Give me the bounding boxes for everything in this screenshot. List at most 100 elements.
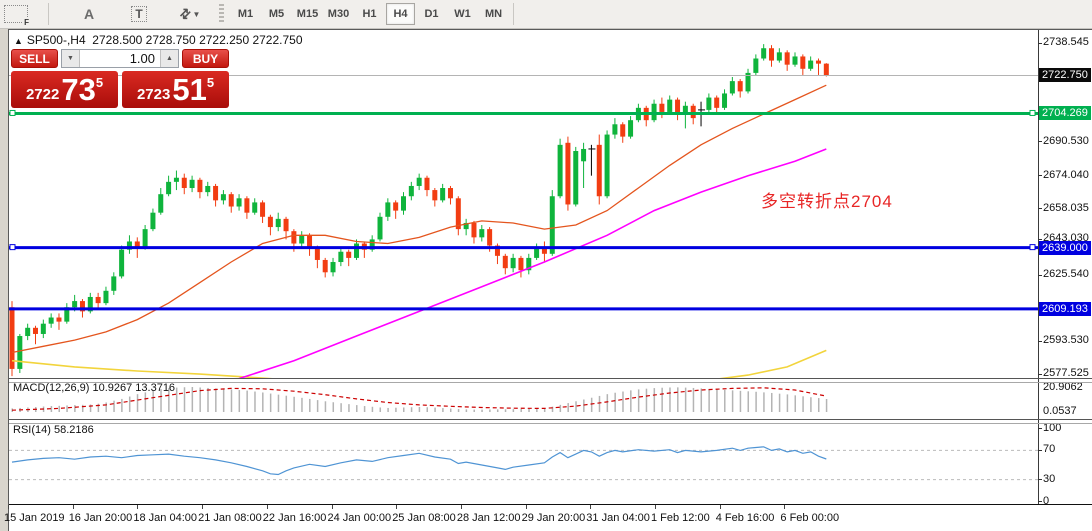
- volume-increase-button[interactable]: ▲: [160, 50, 178, 67]
- chart-annotation-text: 多空转折点2704: [761, 192, 893, 211]
- timeframe-button-row: M1 M5 M15 M30 H1 H4 D1 W1 MN: [230, 3, 509, 25]
- sell-price-big: 73: [61, 72, 96, 107]
- price-badge: 2722.750: [1039, 68, 1091, 83]
- timeframe-button-h4[interactable]: H4: [386, 3, 415, 25]
- volume-input[interactable]: 1.00: [129, 51, 155, 66]
- sell-price-prefix: 2722: [25, 86, 60, 103]
- time-axis-label: 16 Jan 20:00: [68, 512, 133, 524]
- time-axis-border: [9, 504, 1092, 505]
- buy-price-big: 51: [172, 72, 207, 107]
- rsi-level-label: 0: [1043, 494, 1050, 507]
- arrow-label-tool-icon[interactable]: A: [75, 3, 103, 25]
- time-tick: [8, 505, 9, 509]
- buy-button[interactable]: BUY: [182, 49, 229, 68]
- sell-price-box[interactable]: 2722 73 5: [11, 71, 118, 108]
- timeframe-button-h1[interactable]: H1: [362, 8, 377, 20]
- time-axis-label: 25 Jan 08:00: [392, 512, 456, 524]
- time-axis-label: 4 Feb 16:00: [715, 512, 775, 524]
- timeframe-button-m5[interactable]: M5: [268, 8, 285, 20]
- time-axis-label: 24 Jan 00:00: [327, 512, 392, 524]
- chart-plot-area[interactable]: [9, 30, 1092, 504]
- timeframe-button-m15[interactable]: M15: [296, 8, 319, 20]
- time-tick: [590, 505, 592, 509]
- price-badge: 2639.000: [1039, 240, 1091, 255]
- time-tick: [525, 505, 527, 509]
- price-tick-label: 2625.540: [1043, 268, 1089, 281]
- rsi-panel-divider-inner: [9, 423, 1092, 424]
- toolbar: F A T ⇄ ▼ M1 M5 M15 M30 H1 H4 D1 W1 MN: [0, 0, 1092, 29]
- collapse-triangle-icon[interactable]: ▲: [14, 36, 23, 46]
- timeframe-button-w1[interactable]: W1: [454, 8, 471, 20]
- timeframe-button-d1[interactable]: D1: [424, 8, 439, 20]
- toolbar-separator: [513, 3, 514, 25]
- price-tick: [1038, 274, 1042, 276]
- rsi-tick: [1038, 479, 1042, 481]
- time-axis-label: 18 Jan 04:00: [133, 512, 198, 524]
- macd-scale-max: 20.9062: [1043, 381, 1083, 394]
- arrow-styles-icon[interactable]: ⇄ ▼: [171, 3, 209, 25]
- time-tick: [202, 505, 204, 509]
- price-tick: [1038, 42, 1042, 44]
- buy-price-sup: 5: [206, 75, 215, 90]
- price-tick: [1038, 175, 1042, 177]
- macd-label: MACD(12,26,9) 10.9267 13.3716: [13, 382, 176, 394]
- volume-decrease-button[interactable]: ▼: [62, 50, 80, 67]
- time-axis-label: 29 Jan 20:00: [521, 512, 586, 524]
- price-tick: [1038, 238, 1042, 240]
- volume-spinner: ▼ 1.00 ▲: [61, 49, 179, 68]
- one-click-trading-panel: SELL ▼ 1.00 ▲ BUY 2722 73 5 2723 51 5: [11, 49, 229, 108]
- price-tick: [1038, 373, 1042, 375]
- price-tick-label: 2690.530: [1043, 134, 1089, 147]
- timeframe-button-m1[interactable]: M1: [237, 8, 254, 20]
- time-tick: [655, 505, 656, 509]
- ohlc-readout: 2728.500 2728.750 2722.250 2722.750: [92, 33, 303, 47]
- spin-down-icon: ▼: [67, 55, 74, 62]
- macd-panel-divider[interactable]: [9, 378, 1092, 379]
- a-tool-label: A: [83, 6, 95, 22]
- time-tick: [460, 505, 462, 509]
- price-axis-border: [1038, 30, 1039, 504]
- timeframe-button-m30[interactable]: M30: [327, 8, 350, 20]
- chart-header: ▲ SP500-,H4 2728.500 2728.750 2722.250 27…: [14, 33, 303, 47]
- price-badge: 2609.193: [1039, 301, 1091, 316]
- rsi-tick: [1038, 501, 1042, 502]
- time-tick: [266, 505, 268, 509]
- price-tick-label: 2738.545: [1043, 36, 1089, 48]
- time-tick: [784, 505, 786, 509]
- time-axis-label: 31 Jan 04:00: [586, 512, 650, 524]
- toolbar-separator: [48, 3, 49, 25]
- sell-price-sup: 5: [95, 75, 104, 90]
- time-axis-label: 1 Feb 12:00: [651, 512, 710, 524]
- time-axis-label: 21 Jan 08:00: [198, 512, 262, 524]
- rsi-panel-divider[interactable]: [9, 419, 1092, 420]
- rsi-tick: [1038, 428, 1042, 429]
- buy-price-prefix: 2723: [136, 86, 171, 103]
- text-tool-icon[interactable]: T: [125, 3, 153, 25]
- toolbar-drag-grip[interactable]: [219, 4, 224, 24]
- price-badge: 2704.269: [1039, 106, 1091, 121]
- price-tick: [1038, 141, 1042, 143]
- dotted-frame-icon: [4, 5, 28, 23]
- chart-window: ▲ SP500-,H4 2728.500 2728.750 2722.250 27…: [4, 29, 1092, 531]
- rsi-tick: [1038, 449, 1042, 451]
- arrows-glyph: ⇄: [175, 4, 194, 23]
- time-axis-label: 15 Jan 2019: [4, 512, 65, 524]
- timeframe-button-mn[interactable]: MN: [484, 8, 503, 20]
- spin-up-icon: ▲: [166, 55, 173, 62]
- sell-button[interactable]: SELL: [11, 49, 58, 68]
- time-tick: [396, 505, 398, 509]
- price-tick-label: 2658.035: [1043, 201, 1089, 214]
- rsi-level-label: 30: [1043, 472, 1056, 485]
- time-tick: [72, 505, 74, 509]
- buy-price-box[interactable]: 2723 51 5: [122, 71, 229, 108]
- t-tool-label: T: [131, 6, 147, 22]
- chart-frame-tool-icon[interactable]: F: [2, 3, 30, 27]
- price-tick-label: 2593.530: [1043, 334, 1089, 347]
- price-tick: [1038, 208, 1042, 209]
- time-axis-label: 28 Jan 12:00: [456, 512, 521, 524]
- macd-panel-divider-inner: [9, 382, 1092, 383]
- symbol-period-label: SP500-,H4: [26, 33, 86, 47]
- frame-tool-label: F: [23, 18, 29, 27]
- time-axis[interactable]: 15 Jan 2019 16 Jan 20:00 18 Jan 04:00 21 Ja…: [4, 505, 1092, 531]
